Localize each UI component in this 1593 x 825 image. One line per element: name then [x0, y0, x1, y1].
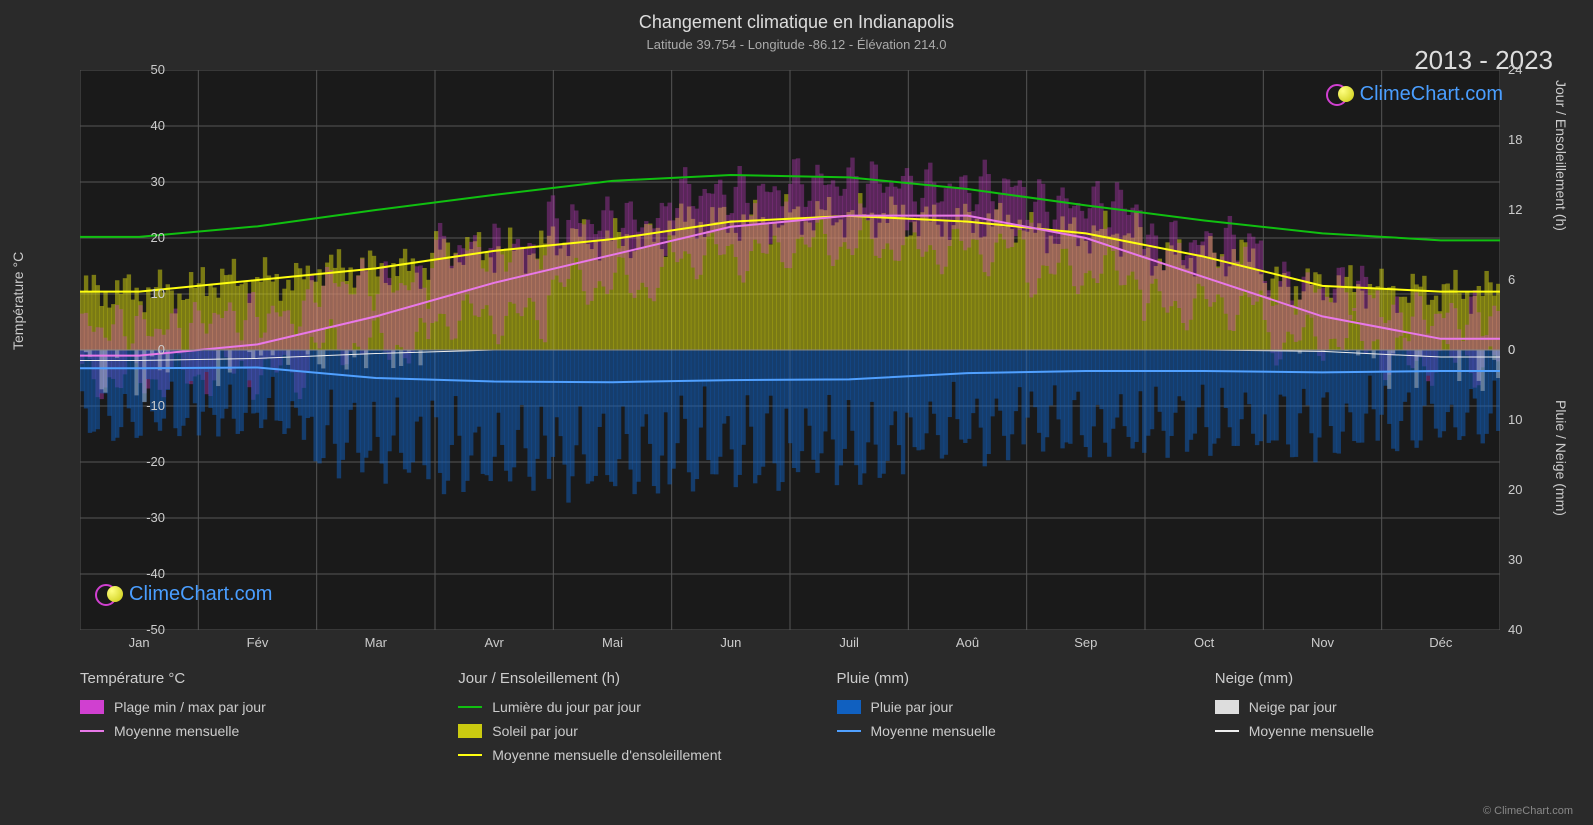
y-tick-left: 20: [125, 230, 165, 245]
y-tick-right-bottom: 30: [1508, 552, 1522, 567]
x-tick: Juil: [819, 635, 879, 650]
legend-header: Température °C: [80, 670, 418, 687]
legend-line-icon: [80, 730, 104, 732]
legend-label: Moyenne mensuelle d'ensoleillement: [492, 747, 721, 763]
legend-item-rain: Pluie par jour: [837, 699, 1175, 715]
legend-col-daylight: Jour / Ensoleillement (h) Lumière du jou…: [458, 670, 796, 771]
legend-col-snow: Neige (mm) Neige par jour Moyenne mensue…: [1215, 670, 1553, 771]
plot-svg: [80, 70, 1500, 630]
legend-label: Plage min / max par jour: [114, 699, 266, 715]
y-tick-left: 10: [125, 286, 165, 301]
legend-item-sun-avg: Moyenne mensuelle d'ensoleillement: [458, 747, 796, 763]
legend-item-snow: Neige par jour: [1215, 699, 1553, 715]
climechart-logo-icon: [1326, 80, 1354, 108]
y-tick-right-top: 12: [1508, 202, 1522, 217]
copyright: © ClimeChart.com: [1483, 805, 1573, 817]
legend-swatch-icon: [837, 700, 861, 714]
legend-item-temp-avg: Moyenne mensuelle: [80, 723, 418, 739]
y-tick-left: 30: [125, 174, 165, 189]
legend-item-sun: Soleil par jour: [458, 723, 796, 739]
x-tick: Jan: [109, 635, 169, 650]
x-tick: Mar: [346, 635, 406, 650]
legend-item-temp-range: Plage min / max par jour: [80, 699, 418, 715]
legend-label: Moyenne mensuelle: [1249, 723, 1374, 739]
legend-label: Pluie par jour: [871, 699, 954, 715]
y-tick-left: -30: [125, 510, 165, 525]
x-tick: Fév: [228, 635, 288, 650]
y-tick-left: -40: [125, 566, 165, 581]
legend-item-daylight: Lumière du jour par jour: [458, 699, 796, 715]
y-axis-label-right-top: Jour / Ensoleillement (h): [1553, 80, 1569, 231]
watermark-bottom: ClimeChart.com: [95, 580, 272, 608]
legend-line-icon: [837, 730, 861, 732]
x-tick: Jun: [701, 635, 761, 650]
legend-swatch-icon: [80, 700, 104, 714]
y-tick-left: 40: [125, 118, 165, 133]
climechart-logo-icon: [95, 580, 123, 608]
legend-label: Soleil par jour: [492, 723, 578, 739]
legend-line-icon: [1215, 730, 1239, 732]
y-tick-right-bottom: 0: [1508, 342, 1515, 357]
y-tick-left: -20: [125, 454, 165, 469]
legend-header: Pluie (mm): [837, 670, 1175, 687]
y-tick-right-bottom: 40: [1508, 622, 1522, 637]
x-tick: Oct: [1174, 635, 1234, 650]
x-tick: Aoû: [938, 635, 998, 650]
y-tick-right-top: 6: [1508, 272, 1515, 287]
y-tick-right-bottom: 10: [1508, 412, 1522, 427]
plot-area: [80, 70, 1500, 630]
x-tick: Mai: [583, 635, 643, 650]
legend-col-temperature: Température °C Plage min / max par jour …: [80, 670, 418, 771]
climate-chart: Changement climatique en Indianapolis La…: [0, 0, 1593, 825]
legend-item-rain-avg: Moyenne mensuelle: [837, 723, 1175, 739]
legend-line-icon: [458, 754, 482, 756]
x-tick: Nov: [1293, 635, 1353, 650]
y-tick-right-bottom: 20: [1508, 482, 1522, 497]
x-tick: Déc: [1411, 635, 1471, 650]
legend-swatch-icon: [458, 724, 482, 738]
x-tick: Sep: [1056, 635, 1116, 650]
legend-header: Neige (mm): [1215, 670, 1553, 687]
x-tick: Avr: [464, 635, 524, 650]
legend-item-snow-avg: Moyenne mensuelle: [1215, 723, 1553, 739]
watermark-text: ClimeChart.com: [129, 583, 272, 606]
y-tick-left: 0: [125, 342, 165, 357]
watermark-top: ClimeChart.com: [1326, 80, 1503, 108]
y-tick-left: 50: [125, 62, 165, 77]
y-tick-right-top: 18: [1508, 132, 1522, 147]
legend-label: Neige par jour: [1249, 699, 1337, 715]
legend-col-rain: Pluie (mm) Pluie par jour Moyenne mensue…: [837, 670, 1175, 771]
legend-header: Jour / Ensoleillement (h): [458, 670, 796, 687]
legend-label: Lumière du jour par jour: [492, 699, 641, 715]
chart-title: Changement climatique en Indianapolis: [0, 0, 1593, 33]
legend-swatch-icon: [1215, 700, 1239, 714]
legend-label: Moyenne mensuelle: [114, 723, 239, 739]
y-axis-label-left: Température °C: [10, 252, 26, 350]
legend-label: Moyenne mensuelle: [871, 723, 996, 739]
y-tick-right-top: 24: [1508, 62, 1522, 77]
y-tick-left: -10: [125, 398, 165, 413]
chart-subtitle: Latitude 39.754 - Longitude -86.12 - Élé…: [0, 33, 1593, 52]
legend: Température °C Plage min / max par jour …: [80, 670, 1553, 771]
y-axis-label-right-bottom: Pluie / Neige (mm): [1553, 400, 1569, 516]
watermark-text: ClimeChart.com: [1360, 83, 1503, 106]
legend-line-icon: [458, 706, 482, 708]
